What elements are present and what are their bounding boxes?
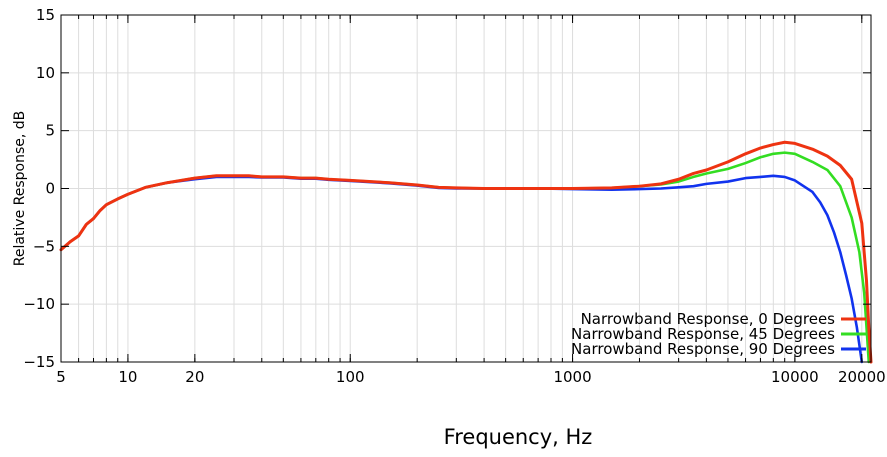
y-tick-label: 15	[36, 6, 55, 24]
x-tick-label: 20	[185, 368, 204, 386]
tick-layer: −15 −10 −5 0 5 10 15 5 10 20 100 1000 10000 20000	[23, 6, 885, 386]
y-tick-label: 0	[45, 180, 55, 198]
y-tick-label: −10	[23, 295, 55, 313]
y-axis-label: Relative Response, dB	[12, 111, 28, 267]
legend: Narrowband Response, 0 DegreesNarrowband…	[571, 310, 866, 358]
y-tick-label: −5	[33, 237, 55, 255]
x-axis-label: Frequency, Hz	[444, 425, 593, 449]
y-tick-label: 10	[36, 64, 55, 82]
legend-label-1: Narrowband Response, 45 Degrees	[571, 325, 835, 343]
x-tick-label: 10000	[771, 368, 819, 386]
legend-label-2: Narrowband Response, 90 Degrees	[571, 340, 835, 358]
legend-label-0: Narrowband Response, 0 Degrees	[581, 310, 836, 328]
x-tick-label: 5	[56, 368, 66, 386]
x-tick-label: 100	[336, 368, 365, 386]
x-tick-label: 20000	[838, 368, 886, 386]
x-tick-label: 1000	[553, 368, 591, 386]
series-line-0	[59, 140, 873, 364]
y-tick-label: 5	[45, 122, 55, 140]
series-layer	[59, 140, 873, 364]
y-tick-label: −15	[23, 353, 55, 371]
x-tick-label: 10	[118, 368, 137, 386]
